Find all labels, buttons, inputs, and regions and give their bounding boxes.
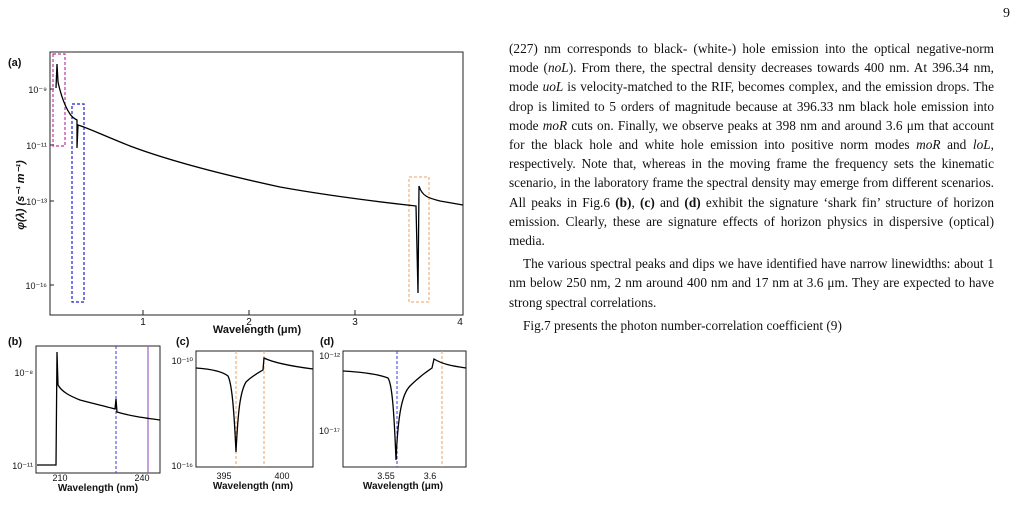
- page-number: 9: [1003, 6, 1010, 21]
- panel-d-xtick: 3.6: [424, 471, 437, 481]
- panel-b-ytick: 10⁻⁸: [14, 368, 33, 378]
- panel-c-xlabel: Wavelength (nm): [213, 481, 293, 492]
- panel-c-ytick: 10⁻¹⁰: [172, 356, 194, 366]
- panel-d-ytick: 10⁻¹²: [319, 351, 340, 361]
- panel-d-label: (d): [320, 336, 334, 348]
- panel-b-xtick: 240: [134, 473, 149, 483]
- zoom-box-c: [71, 103, 85, 303]
- panel-d: (d) 10⁻¹² 10⁻¹⁷ 3.55 3.6 Wavelength (μm): [319, 336, 467, 492]
- paragraph: (227) nm corresponds to black- (white-) …: [509, 41, 994, 249]
- panel-a-ytick: 10⁻¹⁶: [26, 281, 48, 291]
- panel-a-frame: [49, 51, 464, 316]
- panel-a: (a) φ(λ) (s⁻¹ m⁻¹) Wavelength (μm) 10⁻⁹ …: [8, 51, 464, 336]
- panel-a-ytick: 10⁻⁹: [28, 85, 47, 95]
- panel-c: (c) 10⁻¹⁰ 10⁻¹⁶ 395 400 Wavelength (nm): [172, 336, 314, 492]
- panel-a-xtick: 2: [246, 317, 252, 328]
- panel-a-ylabel: φ(λ) (s⁻¹ m⁻¹): [15, 160, 27, 230]
- panel-c-frame: [195, 350, 314, 468]
- panel-b-xtick: 210: [52, 473, 67, 483]
- panel-c-xtick: 395: [216, 471, 231, 481]
- paragraph: The various spectral peaks and dips we h…: [509, 256, 994, 310]
- paragraph: Fig.7 presents the photon number-correla…: [523, 317, 842, 333]
- zoom-box-d: [408, 176, 430, 303]
- panel-a-label: (a): [8, 57, 22, 69]
- panel-d-frame: [342, 350, 467, 468]
- spectrum-curve-a: [55, 63, 464, 294]
- panel-a-xtick: 3: [352, 317, 358, 328]
- panel-a-xtick: 1: [140, 317, 146, 328]
- panel-b-frame: [35, 345, 161, 474]
- panel-a-ytick: 10⁻¹³: [26, 197, 47, 207]
- panel-c-label: (c): [176, 336, 190, 348]
- zoom-box-b: [52, 53, 66, 147]
- spectrum-curve-b: [37, 351, 161, 466]
- panel-d-xlabel: Wavelength (μm): [363, 481, 443, 492]
- panel-b-ytick: 10⁻¹¹: [12, 461, 33, 471]
- text-column: (227) nm corresponds to black- (white-) …: [509, 39, 994, 335]
- spectrum-curve-d: [342, 357, 467, 461]
- figure-6: (a) φ(λ) (s⁻¹ m⁻¹) Wavelength (μm) 10⁻⁹ …: [8, 51, 467, 494]
- panel-d-xtick: 3.55: [377, 471, 395, 481]
- panel-c-ytick: 10⁻¹⁶: [172, 461, 194, 471]
- panel-b-xlabel: Wavelength (nm): [58, 483, 138, 494]
- panel-c-xtick: 400: [274, 471, 289, 481]
- panel-b: (b) 10⁻⁸ 10⁻¹¹ 210 240 Wavelength (nm): [8, 336, 161, 494]
- panel-b-label: (b): [8, 336, 22, 348]
- panel-a-xtick: 4: [457, 317, 463, 328]
- spectrum-curve-c: [195, 356, 314, 453]
- panel-d-ytick: 10⁻¹⁷: [319, 426, 340, 436]
- panel-a-xlabel: Wavelength (μm): [213, 324, 302, 336]
- panel-a-ytick: 10⁻¹¹: [26, 141, 47, 151]
